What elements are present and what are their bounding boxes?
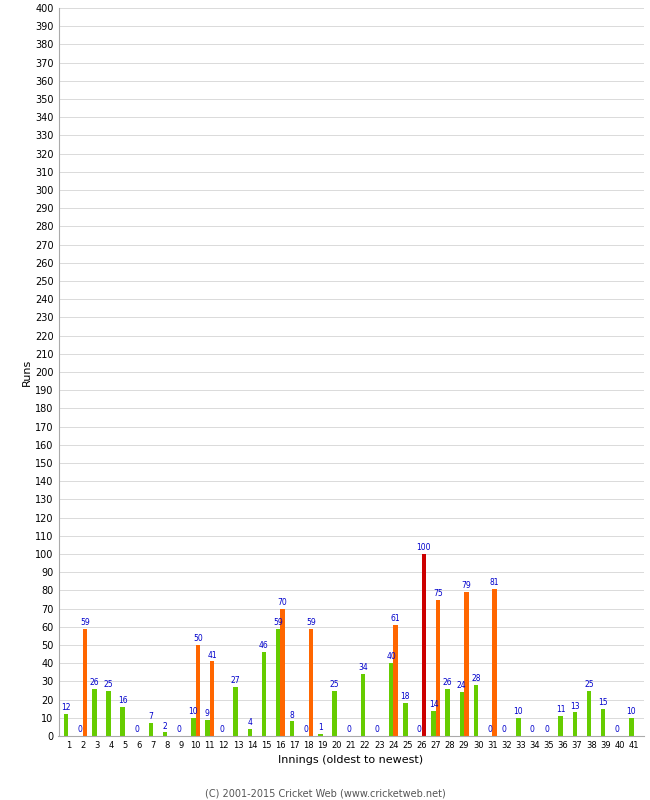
Text: 0: 0 — [488, 725, 493, 734]
Bar — [210, 662, 215, 736]
Text: 79: 79 — [462, 582, 471, 590]
Bar — [389, 663, 393, 736]
Bar — [403, 703, 408, 736]
Text: 10: 10 — [514, 707, 523, 716]
Bar — [601, 709, 605, 736]
Text: 0: 0 — [502, 725, 506, 734]
Text: 10: 10 — [188, 707, 198, 716]
Bar — [196, 645, 200, 736]
Bar — [332, 690, 337, 736]
Text: 0: 0 — [304, 725, 309, 734]
Text: 0: 0 — [417, 725, 422, 734]
Bar — [120, 707, 125, 736]
Text: 24: 24 — [457, 682, 467, 690]
Bar — [460, 692, 464, 736]
Text: 15: 15 — [598, 698, 608, 707]
Text: 9: 9 — [205, 709, 210, 718]
Bar — [92, 689, 97, 736]
Text: 28: 28 — [471, 674, 480, 683]
Bar — [393, 625, 398, 736]
Text: 14: 14 — [429, 700, 438, 709]
Text: (C) 2001-2015 Cricket Web (www.cricketweb.net): (C) 2001-2015 Cricket Web (www.cricketwe… — [205, 788, 445, 798]
Text: 0: 0 — [544, 725, 549, 734]
Text: 81: 81 — [490, 578, 499, 586]
Text: 13: 13 — [570, 702, 580, 710]
Bar — [445, 689, 450, 736]
Text: 4: 4 — [248, 718, 252, 727]
Text: 0: 0 — [346, 725, 351, 734]
Bar — [422, 554, 426, 736]
Text: 27: 27 — [231, 676, 240, 685]
Text: 25: 25 — [104, 680, 113, 689]
Text: 8: 8 — [290, 710, 294, 720]
Text: 26: 26 — [443, 678, 452, 687]
Bar — [205, 720, 210, 736]
Bar — [290, 722, 294, 736]
Text: 75: 75 — [433, 589, 443, 598]
Bar — [464, 592, 469, 736]
Bar — [587, 690, 592, 736]
Text: 2: 2 — [162, 722, 168, 730]
Bar — [492, 589, 497, 736]
Text: 40: 40 — [386, 652, 396, 662]
Text: 11: 11 — [556, 705, 566, 714]
Text: 41: 41 — [207, 650, 216, 659]
Bar — [106, 690, 110, 736]
Bar — [318, 734, 323, 736]
Text: 0: 0 — [374, 725, 380, 734]
Text: 26: 26 — [90, 678, 99, 687]
Text: 50: 50 — [193, 634, 203, 643]
Text: 34: 34 — [358, 663, 368, 672]
Text: 0: 0 — [530, 725, 535, 734]
Bar — [361, 674, 365, 736]
Bar — [280, 609, 285, 736]
Text: 0: 0 — [219, 725, 224, 734]
Text: 1: 1 — [318, 723, 323, 732]
Text: 7: 7 — [148, 713, 153, 722]
Text: 25: 25 — [584, 680, 593, 689]
Text: 59: 59 — [306, 618, 316, 627]
Bar — [191, 718, 196, 736]
Bar — [629, 718, 634, 736]
Y-axis label: Runs: Runs — [22, 358, 32, 386]
Text: 100: 100 — [417, 543, 431, 552]
Bar — [83, 629, 87, 736]
Bar — [64, 714, 68, 736]
Bar — [516, 718, 521, 736]
Text: 10: 10 — [627, 707, 636, 716]
Text: 46: 46 — [259, 642, 269, 650]
Bar — [248, 729, 252, 736]
Text: 0: 0 — [78, 725, 83, 734]
Bar — [474, 685, 478, 736]
X-axis label: Innings (oldest to newest): Innings (oldest to newest) — [278, 755, 424, 766]
Text: 25: 25 — [330, 680, 339, 689]
Text: 18: 18 — [400, 693, 410, 702]
Text: 0: 0 — [177, 725, 181, 734]
Bar — [558, 716, 563, 736]
Bar — [436, 599, 440, 736]
Text: 70: 70 — [278, 598, 287, 606]
Bar — [162, 732, 167, 736]
Bar — [573, 712, 577, 736]
Text: 59: 59 — [273, 618, 283, 627]
Bar — [276, 629, 280, 736]
Text: 0: 0 — [615, 725, 619, 734]
Text: 61: 61 — [391, 614, 400, 623]
Text: 12: 12 — [61, 703, 71, 712]
Text: 16: 16 — [118, 696, 127, 705]
Bar — [233, 687, 238, 736]
Bar — [262, 652, 266, 736]
Bar — [309, 629, 313, 736]
Bar — [149, 723, 153, 736]
Bar — [431, 710, 436, 736]
Text: 0: 0 — [135, 725, 139, 734]
Text: 59: 59 — [80, 618, 90, 627]
